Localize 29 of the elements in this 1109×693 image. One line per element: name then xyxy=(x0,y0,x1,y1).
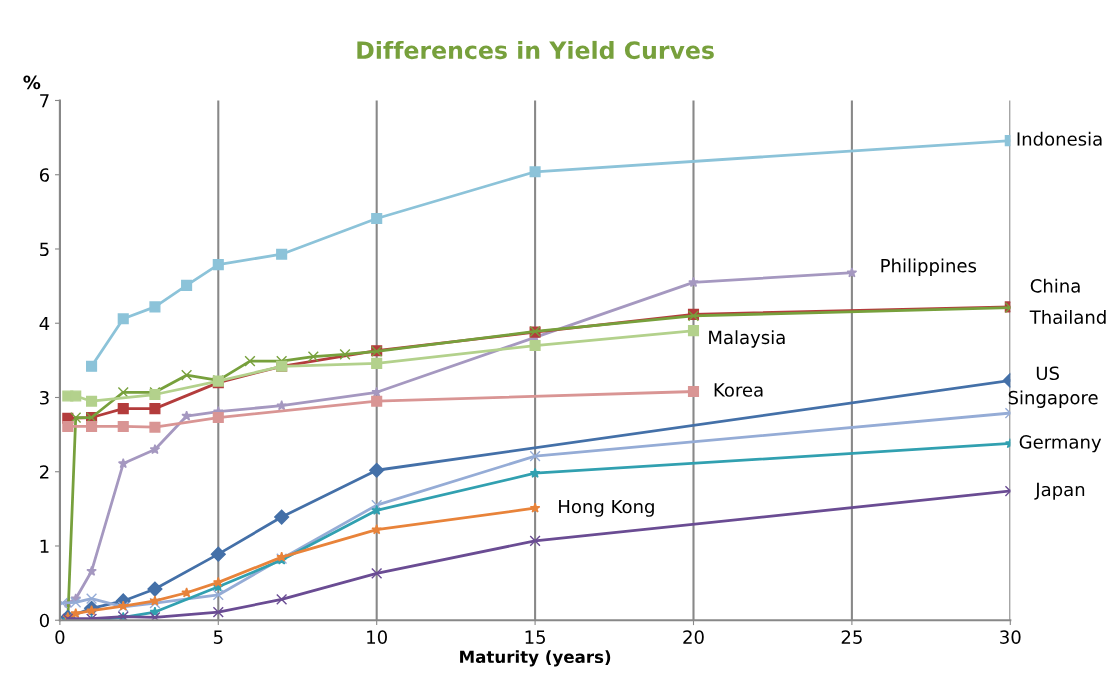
series-label: China xyxy=(1030,278,1080,293)
y-tick-label: 2 xyxy=(40,465,49,479)
y-tick-label: 5 xyxy=(40,242,49,257)
series-label: Japan xyxy=(1034,482,1085,500)
series-label: Korea xyxy=(714,383,763,397)
chart-title: Differences in Yield Curves xyxy=(357,40,714,60)
x-tick-label: 25 xyxy=(841,630,862,644)
y-tick-label: 1 xyxy=(40,539,49,553)
series-label: Germany xyxy=(1019,435,1102,453)
series-label: Philippines xyxy=(881,258,977,276)
x-tick-label: 20 xyxy=(683,630,704,644)
y-tick-label: 0 xyxy=(39,613,49,628)
y-axis-title: % xyxy=(23,75,41,90)
x-tick-label: 30 xyxy=(1000,630,1021,644)
series-label: US xyxy=(1036,366,1059,381)
x-axis-title: Maturity (years) xyxy=(460,650,611,667)
x-tick-label: 10 xyxy=(367,630,387,644)
x-tick-label: 0 xyxy=(55,630,65,644)
x-tick-label: 5 xyxy=(213,630,223,644)
y-tick-label: 6 xyxy=(39,168,50,182)
series-label: Singapore xyxy=(1008,390,1098,408)
y-tick-label: 3 xyxy=(40,390,49,405)
y-tick-label: 4 xyxy=(39,316,50,331)
series-label: Hong Kong xyxy=(559,499,654,517)
y-tick-label: 7 xyxy=(40,94,49,108)
x-tick-label: 15 xyxy=(525,630,545,644)
series-label: Malaysia xyxy=(709,330,785,348)
series-label: Thailand xyxy=(1029,310,1106,324)
series-label: Indonesia xyxy=(1017,131,1102,146)
